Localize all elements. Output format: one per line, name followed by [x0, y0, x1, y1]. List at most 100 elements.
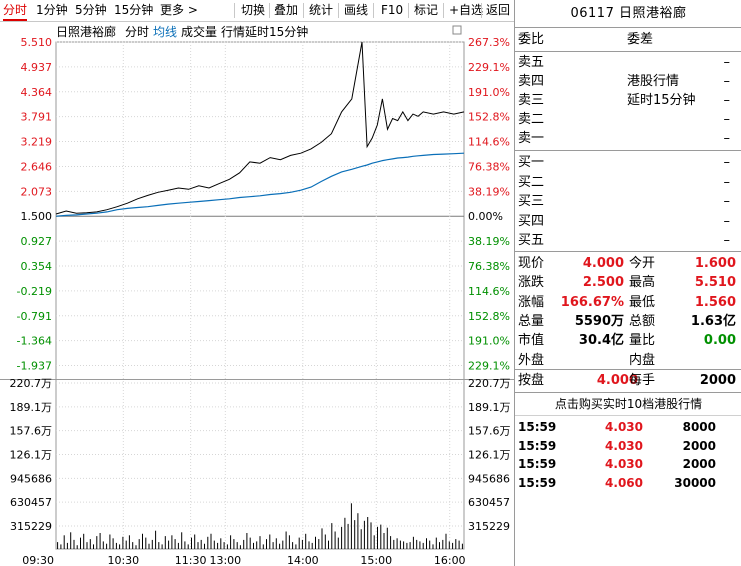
sell-level-value: – [723, 93, 731, 108]
volume-label[interactable]: 成交量 [181, 24, 217, 39]
more-periods-dropdown[interactable]: 更多 > [160, 3, 198, 17]
trade-volume: 8000 [682, 420, 716, 434]
buy-level-label: 买一 [518, 155, 545, 170]
volume-tick-label: 630457 [10, 496, 52, 509]
percent-tick-label: 114.6% [468, 285, 510, 298]
buy-level-row: 买五 – [515, 231, 741, 250]
f10-button[interactable]: F10 [381, 3, 404, 17]
lot-size-label: 每手 [629, 373, 656, 388]
volume-tick-label: 220.7万 [10, 377, 53, 390]
add-watchlist-button[interactable]: +自选 [449, 3, 484, 17]
tab-15min[interactable]: 15分钟 [114, 3, 154, 17]
tab-5min[interactable]: 5分钟 [75, 3, 107, 17]
quote-label: 总量 [518, 313, 545, 329]
volume-bars [57, 503, 463, 549]
chart-grid [0, 41, 514, 550]
switch-button[interactable]: 切换 [241, 3, 266, 17]
divider [515, 150, 741, 151]
price-tick-label: -1.364 [17, 335, 52, 348]
time-tick-label: 10:30 [107, 554, 139, 566]
quote-value: 1.63亿 [690, 313, 736, 329]
quote-label: 最低 [629, 294, 656, 310]
anpan-value: 4.000 [596, 373, 638, 388]
quote-value: 5590万 [574, 313, 624, 329]
percent-tick-label: 0.00% [468, 210, 503, 223]
mark-button[interactable]: 标记 [414, 3, 439, 17]
sell-level-row: 卖五 – [515, 53, 741, 72]
divider [515, 369, 741, 370]
chart-mode-label: 分时 [125, 25, 149, 39]
quote-value: 0.00 [703, 333, 736, 349]
percent-tick-label: 38.19% [468, 235, 510, 248]
buy-level-row: 买二 – [515, 173, 741, 192]
price-tick-label: 0.354 [21, 260, 53, 273]
tab-intraday[interactable]: 分时 [3, 0, 28, 21]
draw-line-button[interactable]: 画线 [344, 3, 369, 17]
percent-tick-label: 152.8% [468, 111, 510, 124]
maximize-icon[interactable] [452, 25, 462, 35]
chart-canvas: 5.510 267.3% 4.937 229.1% 4.364 191.0% 3.791 15… [0, 24, 514, 566]
average-price-line [55, 152, 465, 217]
quote-label: 总额 [629, 313, 656, 329]
volume-tick-label: 945686 [10, 472, 52, 485]
percent-tick-label: 114.6% [468, 136, 510, 149]
time-tick-label: 14:00 [287, 554, 319, 566]
quote-row: 外盘 内盘 [515, 351, 741, 370]
sell-level-label: 卖五 [518, 55, 545, 70]
divider [515, 51, 741, 52]
price-tick-label: 5.510 [21, 36, 53, 49]
buy-level-label: 买四 [518, 213, 545, 229]
buy-level-value: – [723, 155, 731, 170]
sell-level-label: 卖一 [518, 131, 545, 146]
price-tick-label: 2.073 [21, 185, 53, 198]
trade-time: 15:59 [518, 457, 557, 471]
toolbar-divider [303, 3, 304, 18]
percent-tick-label: 191.0% [468, 335, 510, 348]
quote-label: 量比 [629, 333, 656, 349]
quote-value: 2.500 [582, 275, 624, 291]
time-tick-label: 15:00 [360, 554, 392, 566]
price-tick-label: -0.791 [17, 310, 52, 323]
stock-name: 日照港裕廊 [618, 6, 687, 21]
price-tick-label: 2.646 [21, 160, 53, 173]
quote-row: 总量 5590万 总额 1.63亿 [515, 312, 741, 331]
percent-tick-label: 191.0% [468, 86, 510, 99]
volume-tick-label: 157.6万 [468, 425, 511, 438]
overlay-button[interactable]: 叠加 [274, 3, 299, 17]
trade-time: 15:59 [518, 438, 557, 453]
price-tick-label: 3.219 [21, 136, 53, 149]
buy-level-row: 买三 – [515, 192, 741, 211]
quote-panel: 06117 日照港裕廊 委比 委差 卖五 – 卖四 – 卖三 – 卖二 – 卖一 – 港股行情 延… [514, 0, 741, 566]
percent-tick-label: 229.1% [468, 61, 510, 74]
weibi-row: 委比 委差 [515, 30, 741, 49]
intraday-chart[interactable]: 5.510 267.3% 4.937 229.1% 4.364 191.0% 3.791 15… [0, 22, 514, 566]
divider [515, 251, 741, 252]
delay-notice-line2: 延时15分钟 [627, 93, 696, 108]
axis-labels: 5.510 267.3% 4.937 229.1% 4.364 191.0% 3.791 15… [10, 36, 511, 566]
volume-tick-label: 220.7万 [468, 377, 511, 390]
price-tick-label: -1.937 [17, 360, 52, 373]
weibi-label: 委比 [518, 32, 545, 47]
price-lines [55, 41, 465, 217]
anpan-row: 按盘 4.000 每手 2000 [515, 371, 741, 390]
back-button[interactable]: 返回 [486, 3, 511, 17]
buy-level-label: 买三 [518, 194, 545, 209]
statistics-button[interactable]: 统计 [309, 3, 334, 17]
sell-level-row: 卖四 – [515, 72, 741, 91]
toolbar-divider [269, 3, 270, 18]
buy-level2-link[interactable]: 点击购买实时10档港股行情 [554, 397, 703, 411]
quote-value: 1.560 [694, 294, 736, 310]
lot-size-value: 2000 [699, 373, 736, 388]
volume-tick-label: 630457 [468, 496, 510, 509]
sell-level-value: – [723, 55, 731, 70]
trade-volume: 2000 [682, 438, 716, 453]
time-tick-label: 16:00 [434, 554, 466, 566]
volume-tick-label: 189.1万 [10, 401, 53, 414]
avg-line-label[interactable]: 均线 [153, 25, 177, 39]
delay-note: 行情延时15分钟 [221, 24, 308, 39]
trade-price: 4.030 [605, 457, 643, 471]
percent-tick-label: 76.38% [468, 160, 510, 173]
sell-level-label: 卖二 [518, 112, 545, 127]
tab-1min[interactable]: 1分钟 [36, 3, 68, 17]
quote-label: 市值 [518, 333, 545, 349]
